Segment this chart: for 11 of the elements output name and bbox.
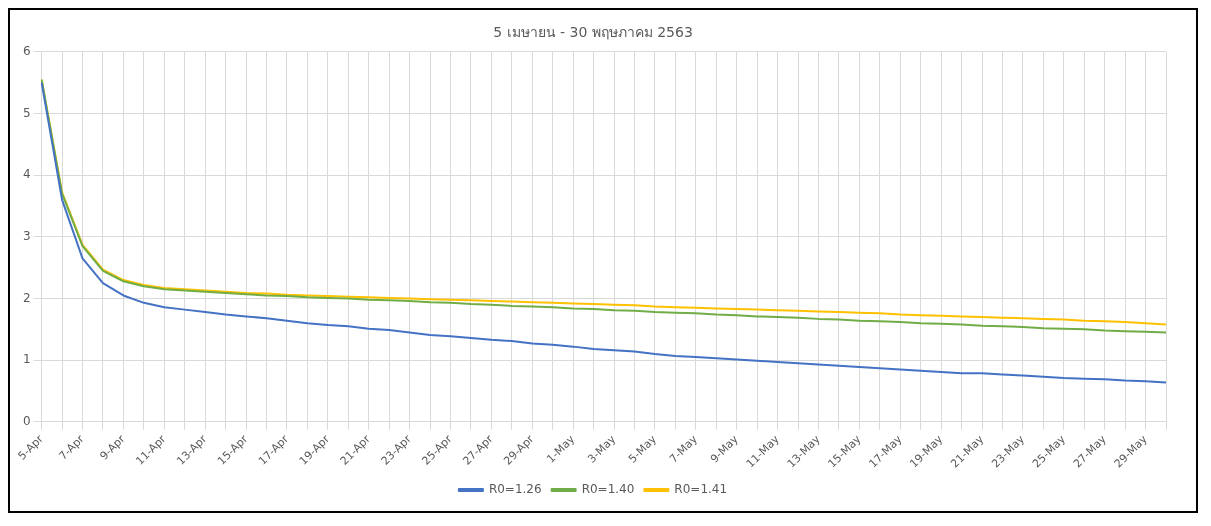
chart-title: 5 เมษายน - 30 พฤษภาคม 2563 (493, 24, 693, 41)
y-tick-label: 6 (22, 43, 31, 58)
legend-label: R0=1.26 (488, 482, 542, 497)
legend-label: R0=1.40 (581, 482, 635, 497)
y-tick-label: 2 (22, 290, 31, 305)
y-tick-label: 4 (22, 167, 31, 182)
legend-label: R0=1.41 (674, 482, 728, 497)
y-tick-label: 3 (22, 228, 31, 243)
y-tick-label: 0 (22, 414, 31, 429)
y-tick-label: 5 (22, 105, 31, 120)
y-tick-label: 1 (22, 352, 31, 367)
